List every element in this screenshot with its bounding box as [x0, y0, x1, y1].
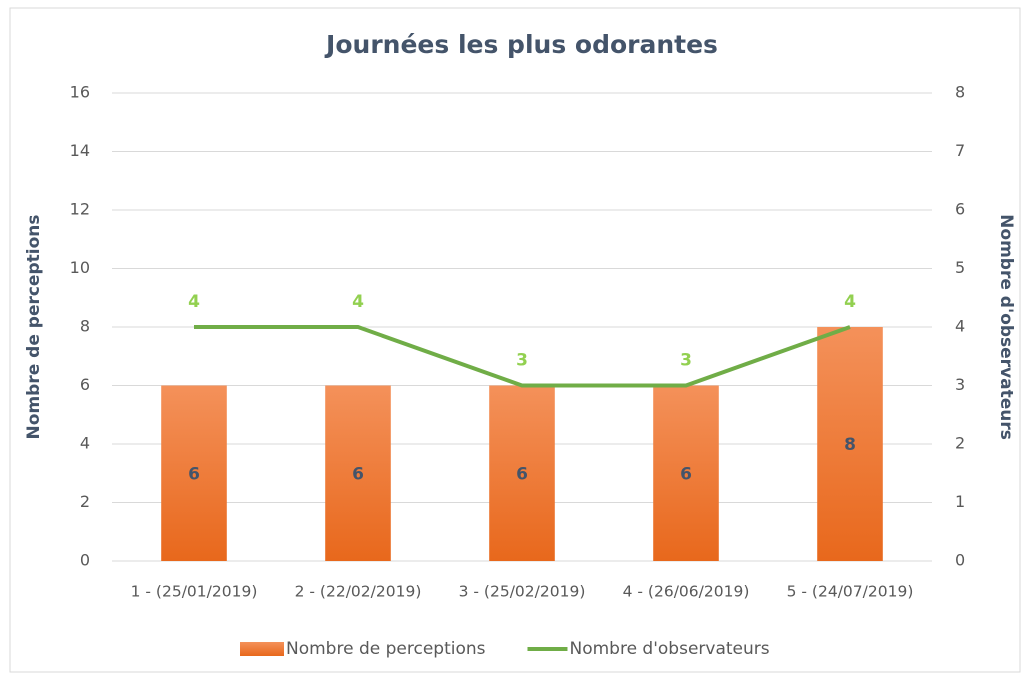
data-label: 4 [352, 292, 364, 312]
y-tick-label: 10 [70, 258, 90, 277]
x-tick-label: 4 - (26/06/2019) [623, 583, 750, 601]
chart-title: Journées les plus odorantes [324, 30, 718, 59]
bar [489, 385, 555, 561]
y-tick-label: 6 [80, 375, 90, 394]
bar [653, 385, 719, 561]
data-label: 3 [680, 351, 692, 371]
bar [161, 385, 227, 561]
legend-label: Nombre d'observateurs [569, 639, 769, 659]
data-label: 6 [188, 464, 200, 484]
y-tick-label: 14 [70, 141, 90, 160]
data-label: 6 [680, 464, 692, 484]
x-tick-label: 3 - (25/02/2019) [459, 583, 586, 601]
x-tick-label: 1 - (25/01/2019) [131, 583, 258, 601]
bar [325, 385, 391, 561]
x-tick-label: 5 - (24/07/2019) [787, 583, 914, 601]
data-label: 6 [352, 464, 364, 484]
y-tick-label: 0 [80, 551, 90, 570]
y2-tick-label: 6 [955, 200, 965, 219]
y2-tick-label: 8 [955, 83, 965, 102]
data-label: 4 [844, 292, 856, 312]
data-label: 8 [844, 435, 856, 455]
y2-axis-label: Nombre d'observateurs [996, 214, 1016, 440]
data-label: 6 [516, 464, 528, 484]
y-tick-label: 12 [70, 200, 90, 219]
y2-tick-label: 2 [955, 434, 965, 453]
y2-tick-label: 5 [955, 258, 965, 277]
y2-tick-label: 1 [955, 492, 965, 511]
y2-tick-label: 3 [955, 375, 965, 394]
y-tick-label: 16 [70, 83, 90, 102]
y-axis-label: Nombre de perceptions [24, 215, 44, 440]
y2-tick-label: 0 [955, 551, 965, 570]
x-tick-label: 2 - (22/02/2019) [295, 583, 422, 601]
y-tick-label: 8 [80, 317, 90, 336]
y-tick-label: 2 [80, 492, 90, 511]
y2-tick-label: 4 [955, 317, 965, 336]
bar [817, 327, 883, 561]
line [194, 325, 851, 388]
y2-tick-label: 7 [955, 141, 965, 160]
data-label: 3 [516, 351, 528, 371]
y-tick-label: 4 [80, 434, 90, 453]
legend-label: Nombre de perceptions [286, 639, 486, 659]
data-label: 4 [188, 292, 200, 312]
legend-swatch [240, 642, 284, 656]
